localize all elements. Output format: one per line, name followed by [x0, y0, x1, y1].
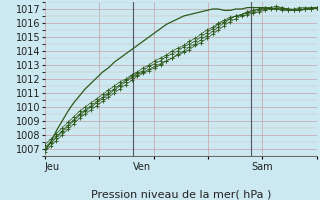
Text: Sam: Sam	[251, 162, 273, 172]
Text: Pression niveau de la mer( hPa ): Pression niveau de la mer( hPa )	[91, 190, 271, 200]
Text: Ven: Ven	[133, 162, 151, 172]
Text: Jeu: Jeu	[45, 162, 60, 172]
